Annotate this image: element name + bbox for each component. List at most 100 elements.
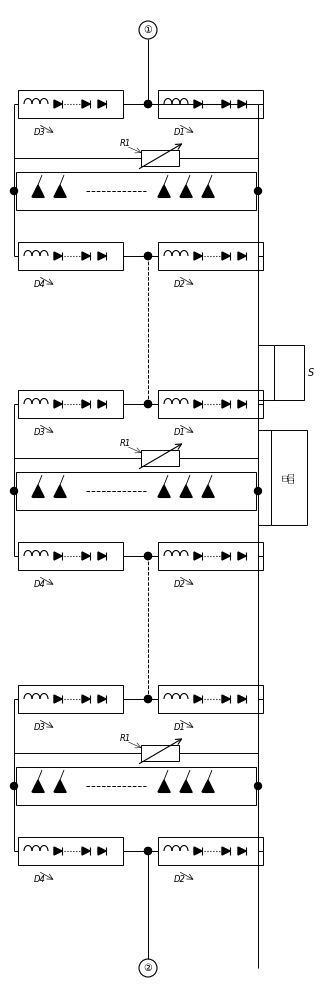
Bar — [18, 390, 123, 418]
Circle shape — [144, 400, 152, 408]
Polygon shape — [98, 552, 106, 560]
Bar — [158, 390, 263, 418]
Text: 电容
储能器: 电容 储能器 — [283, 472, 295, 483]
Text: D3: D3 — [34, 428, 46, 437]
Polygon shape — [54, 485, 66, 497]
Polygon shape — [194, 847, 202, 855]
Bar — [18, 542, 123, 570]
Circle shape — [10, 188, 18, 194]
Polygon shape — [238, 252, 246, 260]
Circle shape — [144, 252, 152, 259]
Polygon shape — [98, 847, 106, 855]
Polygon shape — [194, 252, 202, 260]
Polygon shape — [222, 400, 230, 408]
Text: D3: D3 — [34, 128, 46, 137]
Bar — [141, 150, 179, 166]
Text: R1: R1 — [120, 734, 131, 743]
Bar — [271, 430, 307, 525]
Text: D2: D2 — [174, 875, 186, 884]
Polygon shape — [202, 185, 214, 197]
Polygon shape — [238, 552, 246, 560]
Circle shape — [144, 696, 152, 702]
Text: D1: D1 — [174, 428, 186, 437]
Text: D4: D4 — [34, 875, 46, 884]
Polygon shape — [158, 185, 170, 197]
Polygon shape — [194, 400, 202, 408]
Circle shape — [144, 696, 152, 702]
Polygon shape — [222, 695, 230, 703]
Polygon shape — [238, 400, 246, 408]
Bar — [16, 172, 256, 210]
Polygon shape — [202, 780, 214, 792]
Polygon shape — [180, 485, 192, 497]
Polygon shape — [194, 100, 202, 108]
Circle shape — [144, 400, 152, 408]
Bar — [158, 837, 263, 865]
Polygon shape — [54, 100, 62, 108]
Polygon shape — [238, 847, 246, 855]
Polygon shape — [158, 485, 170, 497]
Polygon shape — [222, 252, 230, 260]
Polygon shape — [98, 695, 106, 703]
Polygon shape — [238, 100, 246, 108]
Polygon shape — [54, 780, 66, 792]
Polygon shape — [32, 185, 44, 197]
Text: S: S — [308, 367, 314, 377]
Polygon shape — [82, 552, 90, 560]
Polygon shape — [32, 485, 44, 497]
Polygon shape — [54, 695, 62, 703]
Polygon shape — [180, 185, 192, 197]
Polygon shape — [98, 400, 106, 408]
Polygon shape — [54, 400, 62, 408]
Polygon shape — [194, 695, 202, 703]
Circle shape — [10, 782, 18, 790]
Text: D4: D4 — [34, 280, 46, 289]
Circle shape — [144, 552, 152, 560]
Circle shape — [144, 101, 152, 107]
Polygon shape — [222, 100, 230, 108]
Bar — [141, 450, 179, 466]
Polygon shape — [54, 252, 62, 260]
Polygon shape — [222, 552, 230, 560]
Polygon shape — [98, 252, 106, 260]
Polygon shape — [82, 400, 90, 408]
Circle shape — [255, 488, 261, 494]
Circle shape — [144, 848, 152, 854]
Text: R1: R1 — [120, 139, 131, 148]
Polygon shape — [54, 185, 66, 197]
Circle shape — [255, 782, 261, 790]
Polygon shape — [238, 695, 246, 703]
Bar — [16, 472, 256, 510]
Text: D1: D1 — [174, 723, 186, 732]
Circle shape — [144, 252, 152, 259]
Polygon shape — [54, 847, 62, 855]
Bar — [16, 767, 256, 805]
Bar — [158, 685, 263, 713]
Circle shape — [144, 552, 152, 560]
Bar — [158, 542, 263, 570]
Polygon shape — [32, 780, 44, 792]
Text: D4: D4 — [34, 580, 46, 589]
Text: ①: ① — [144, 25, 152, 35]
Polygon shape — [202, 485, 214, 497]
Circle shape — [144, 101, 152, 107]
Text: D2: D2 — [174, 280, 186, 289]
Text: D3: D3 — [34, 723, 46, 732]
Bar — [18, 837, 123, 865]
Polygon shape — [98, 100, 106, 108]
Circle shape — [10, 488, 18, 494]
Text: ②: ② — [144, 963, 152, 973]
Text: D2: D2 — [174, 580, 186, 589]
Text: R1: R1 — [120, 439, 131, 448]
Polygon shape — [222, 847, 230, 855]
Polygon shape — [180, 780, 192, 792]
Polygon shape — [82, 100, 90, 108]
Polygon shape — [82, 847, 90, 855]
Bar — [158, 242, 263, 270]
Bar — [18, 90, 123, 118]
Polygon shape — [194, 552, 202, 560]
Polygon shape — [82, 695, 90, 703]
Polygon shape — [54, 552, 62, 560]
Polygon shape — [158, 780, 170, 792]
Circle shape — [144, 848, 152, 854]
